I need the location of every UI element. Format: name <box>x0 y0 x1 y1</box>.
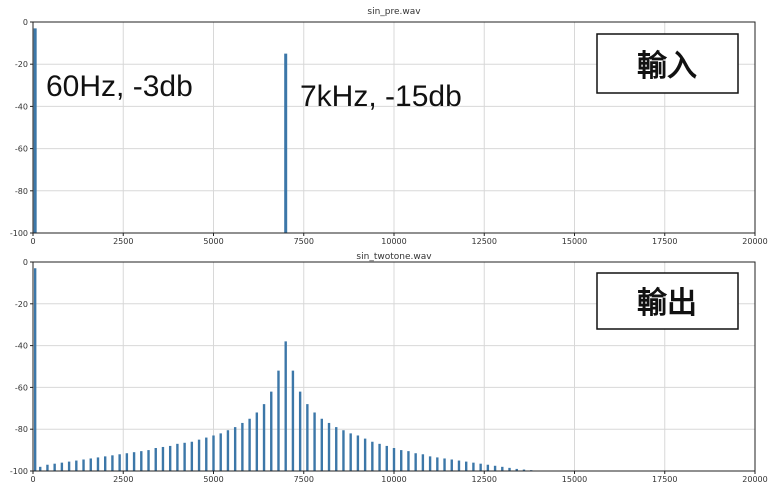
x-tick-label: 10000 <box>381 237 406 246</box>
input-badge-box <box>596 33 739 94</box>
annotation-60hz: 60Hz, -3db <box>46 70 193 103</box>
x-tick-label: 17500 <box>652 237 677 246</box>
output-badge-box <box>596 272 739 330</box>
y-tick-label: -60 <box>15 145 28 154</box>
y-tick-label: -100 <box>10 229 28 238</box>
x-tick-label: 2500 <box>113 475 133 484</box>
y-tick-label: 0 <box>23 258 28 267</box>
x-tick-label: 12500 <box>472 475 497 484</box>
y-tick-label: -40 <box>15 342 28 351</box>
panel-output-spectrum: sin_twotone.wav 0 2500 5000 7500 10000 12500 1… <box>10 252 768 484</box>
chart-title: sin_pre.wav <box>367 7 421 17</box>
input-badge: 輸入 <box>596 33 739 94</box>
y-tick-label: -80 <box>15 425 28 434</box>
x-tick-label: 2500 <box>113 237 133 246</box>
x-tick-label: 17500 <box>652 475 677 484</box>
output-badge: 輸出 <box>596 272 739 330</box>
chart-title: sin_twotone.wav <box>356 252 432 262</box>
y-tick-label: -80 <box>15 187 28 196</box>
x-tick-label: 7500 <box>294 237 314 246</box>
x-tick-label: 12500 <box>472 237 497 246</box>
x-tick-label: 7500 <box>294 475 314 484</box>
annotation-7khz: 7kHz, -15db <box>300 80 462 113</box>
y-tick-label: 0 <box>23 18 28 27</box>
x-tick-label: 0 <box>30 237 35 246</box>
y-tick-label: -40 <box>15 102 28 111</box>
x-tick-label: 20000 <box>742 475 767 484</box>
y-tick-label: -100 <box>10 467 28 476</box>
y-tick-label: -20 <box>15 60 28 69</box>
x-tick-label: 15000 <box>562 475 587 484</box>
y-tick-label: -20 <box>15 300 28 309</box>
x-tick-label: 10000 <box>381 475 406 484</box>
output-badge-label: 輸出 <box>637 286 697 321</box>
y-tick-label: -60 <box>15 383 28 392</box>
x-tick-label: 5000 <box>203 237 223 246</box>
x-tick-label: 0 <box>30 475 35 484</box>
x-tick-label: 5000 <box>203 475 223 484</box>
panel-input-spectrum: sin_pre.wav 0 2500 5000 7500 10000 12500 15000… <box>10 7 768 246</box>
x-tick-label: 20000 <box>742 237 767 246</box>
x-tick-label: 15000 <box>562 237 587 246</box>
input-badge-label: 輸入 <box>637 49 697 84</box>
